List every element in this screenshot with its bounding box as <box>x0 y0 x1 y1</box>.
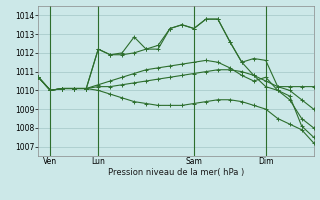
X-axis label: Pression niveau de la mer( hPa ): Pression niveau de la mer( hPa ) <box>108 168 244 177</box>
